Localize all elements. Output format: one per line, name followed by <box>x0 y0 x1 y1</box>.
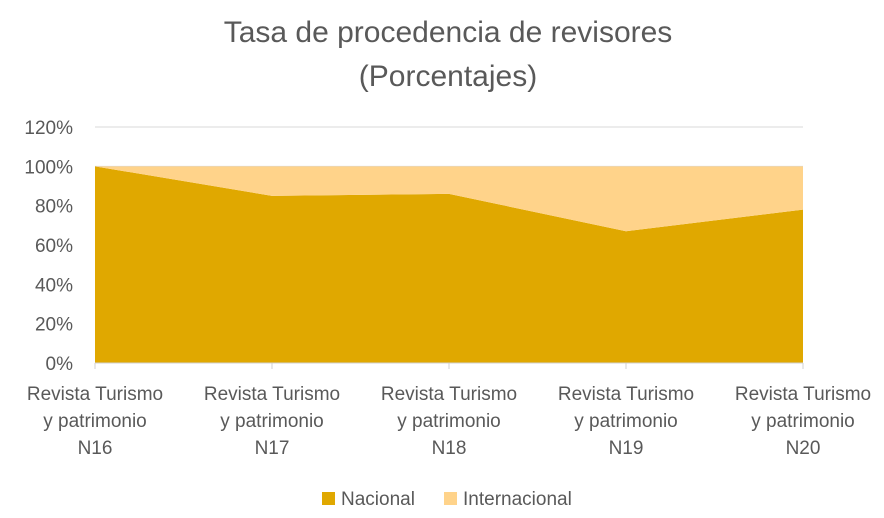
series-areas <box>95 166 803 363</box>
legend-swatch <box>322 492 335 505</box>
x-tick-label-line: N17 <box>255 438 290 459</box>
legend-label: Nacional <box>341 489 415 510</box>
x-tick-label-line: y patrimonio <box>397 411 501 432</box>
x-tick-label: Revista Turismo y patrimonio N20 <box>735 384 871 459</box>
y-tick-label: 40% <box>35 275 73 296</box>
y-tick-label: 20% <box>35 315 73 336</box>
y-tick-label: 120% <box>24 118 73 139</box>
x-tick-label: Revista Turismo y patrimonio N18 <box>381 384 517 459</box>
x-tick-label-line: y patrimonio <box>751 411 855 432</box>
x-tick-label-line: y patrimonio <box>220 411 324 432</box>
y-tick-label: 100% <box>24 157 73 178</box>
x-tick-label-line: Revista Turismo <box>204 384 340 405</box>
y-tick-label: 80% <box>35 197 73 218</box>
legend: Nacional Internacional <box>322 489 572 510</box>
x-tick-label-line: Revista Turismo <box>27 384 163 405</box>
x-tick-label-line: Revista Turismo <box>735 384 871 405</box>
y-tick-label: 60% <box>35 236 73 257</box>
series-area-internacional <box>95 166 803 232</box>
x-tick-label: Revista Turismo y patrimonio N19 <box>558 384 694 459</box>
x-tick-label-line: Revista Turismo <box>558 384 694 405</box>
legend-swatch <box>444 492 457 505</box>
y-tick-label: 0% <box>46 354 74 375</box>
x-tick-label-line: N20 <box>786 438 821 459</box>
legend-item-nacional: Nacional <box>322 489 415 510</box>
x-tick-label-line: Revista Turismo <box>381 384 517 405</box>
x-tick-label-line: N16 <box>78 438 113 459</box>
x-tick-label-line: y patrimonio <box>43 411 147 432</box>
chart-subtitle: (Porcentajes) <box>359 60 537 93</box>
series-area-nacional <box>95 166 803 363</box>
chart-title: Tasa de procedencia de revisores <box>224 16 673 49</box>
x-tick-label-line: N19 <box>609 438 644 459</box>
x-tick-label-line: N18 <box>432 438 467 459</box>
y-axis-ticks: 0% 20% 40% 60% 80% 100% 120% <box>24 118 73 375</box>
x-tick-label: Revista Turismo y patrimonio N16 <box>27 384 163 459</box>
x-tick-label-line: y patrimonio <box>574 411 678 432</box>
x-tick-label: Revista Turismo y patrimonio N17 <box>204 384 340 459</box>
legend-label: Internacional <box>463 489 572 510</box>
legend-item-internacional: Internacional <box>444 489 572 510</box>
